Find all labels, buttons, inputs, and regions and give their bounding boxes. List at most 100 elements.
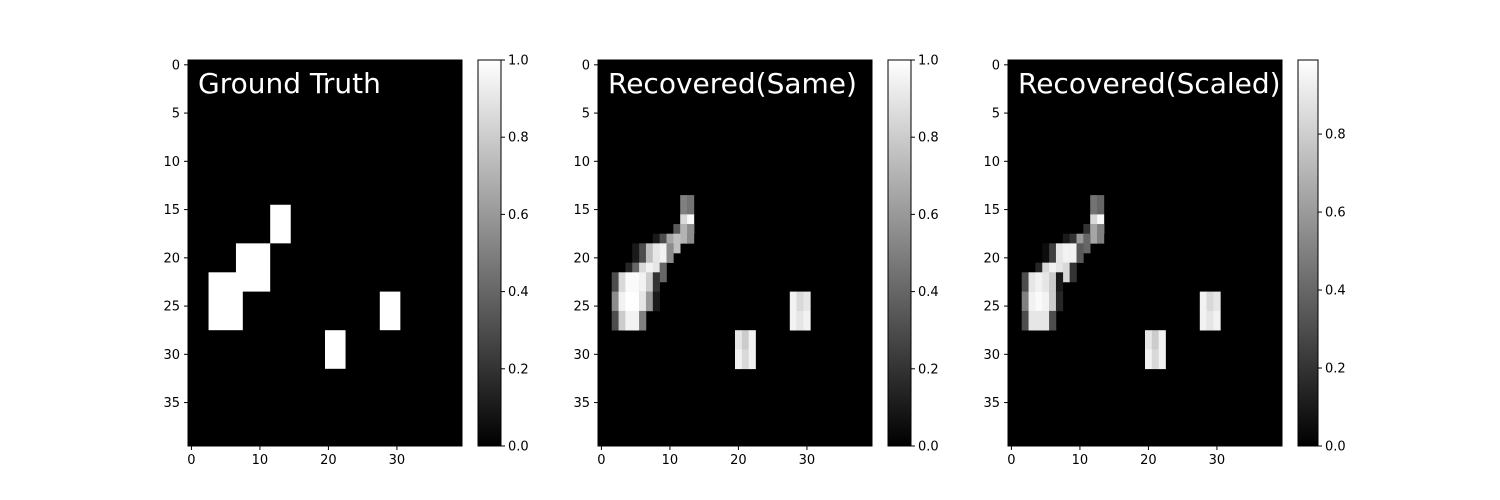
x-tick-label: 20 — [1140, 453, 1157, 468]
x-tick-label: 10 — [1072, 453, 1089, 468]
heatmap-cell — [632, 272, 640, 292]
y-tick-label: 10 — [983, 155, 1000, 170]
panel-title: Recovered(Same) — [608, 67, 857, 100]
heatmap-cell — [796, 291, 804, 312]
heatmap-cell — [639, 291, 647, 312]
colorbar-tick-label: 0.4 — [918, 285, 939, 300]
panel-title: Recovered(Scaled) — [1018, 67, 1281, 100]
heatmap-cell — [1199, 291, 1207, 312]
y-tick-label: 25 — [163, 300, 180, 315]
heatmap-cell — [652, 291, 660, 312]
heatmap-cell — [1090, 224, 1098, 244]
heatmap-cell — [625, 272, 633, 292]
colorbar-tick-label: 0.6 — [918, 208, 939, 223]
heatmap-cell — [1069, 262, 1077, 283]
heatmap-background — [188, 60, 462, 446]
heatmap-cell — [1035, 272, 1043, 292]
y-tick-label: 10 — [573, 155, 590, 170]
heatmap-cell — [639, 310, 647, 331]
y-tick-label: 20 — [163, 251, 180, 266]
colorbar-tick-label: 0.6 — [1325, 206, 1346, 221]
heatmap-cell — [639, 272, 647, 292]
colorbar-tick-label: 0.2 — [508, 362, 529, 377]
panel-2: 0 10 20 3005101520253035Recovered(Same)0.00… — [573, 54, 938, 469]
heatmap-cell — [625, 310, 633, 331]
heatmap-cell — [687, 195, 695, 215]
colorbar: 0.0 0.2 0.4 0.6 0.8 1.0 — [887, 54, 939, 455]
colorbar-tick-label: 0.0 — [1325, 440, 1346, 455]
heatmap-cell — [618, 272, 626, 292]
heatmap-cell — [796, 310, 804, 331]
y-tick-label: 20 — [573, 251, 590, 266]
heatmap-cell — [735, 349, 743, 370]
heatmap-cell — [1021, 310, 1029, 331]
colorbar: 0.0 0.2 0.4 0.6 0.8 1.0 — [477, 54, 529, 455]
panel-title: Ground Truth — [198, 67, 381, 100]
y-tick-label: 35 — [983, 396, 1000, 411]
colorbar-tick-label: 0.8 — [508, 131, 529, 146]
y-tick-label: 25 — [983, 300, 1000, 315]
x-tick-label: 10 — [662, 453, 679, 468]
heatmap-cell — [735, 330, 743, 350]
heatmap-cell — [1035, 310, 1043, 331]
heatmap-cell — [1083, 233, 1091, 254]
heatmap-cell — [1021, 291, 1029, 312]
heatmap-cell — [687, 224, 695, 244]
x-tick-label: 10 — [252, 453, 269, 468]
heatmap-cell — [803, 291, 811, 312]
heatmap-cell — [659, 262, 667, 283]
heatmap-cell — [1049, 243, 1057, 263]
x-tick-label: 30 — [799, 453, 816, 468]
heatmap-cell — [618, 291, 626, 312]
heatmap-cell — [1097, 195, 1105, 215]
y-tick-label: 5 — [992, 107, 1000, 122]
heatmap-cell — [1028, 272, 1036, 292]
heatmap-cell — [1097, 224, 1105, 244]
y-tick-label: 0 — [172, 58, 180, 73]
heatmap-cell — [1035, 291, 1043, 312]
heatmap-cell — [680, 224, 688, 244]
colorbar-tick-label: 0.6 — [508, 208, 529, 223]
heatmap-cell — [632, 243, 640, 263]
heatmap-cell — [1055, 272, 1064, 292]
heatmap-cell — [1145, 330, 1153, 350]
heatmap-cell — [1151, 330, 1159, 350]
heatmap-cell — [632, 310, 640, 331]
colorbar-tick-label: 0.4 — [1325, 284, 1346, 299]
colorbar-gradient — [477, 59, 502, 447]
y-tick-label: 30 — [163, 348, 180, 363]
colorbar-tick-label: 0.2 — [918, 362, 939, 377]
heatmap-cell — [645, 243, 654, 263]
heatmap-cell — [618, 310, 626, 331]
heatmap-cell — [1213, 291, 1221, 312]
colorbar-tick-label: 0.8 — [1325, 128, 1346, 143]
y-tick-label: 25 — [573, 300, 590, 315]
heatmap-cell — [1021, 272, 1029, 292]
colorbar-tick-label: 0.4 — [508, 285, 529, 300]
heatmap-cell — [1213, 310, 1221, 331]
heatmap-patch — [270, 204, 291, 244]
y-tick-label: 5 — [582, 107, 590, 122]
heatmap-cell — [652, 243, 660, 263]
heatmap-cell — [1158, 330, 1166, 350]
heatmap-cell — [789, 310, 797, 331]
heatmap-cell — [680, 195, 688, 215]
y-tick-label: 10 — [163, 155, 180, 170]
heatmap-cell — [1042, 272, 1050, 292]
colorbar-tick-label: 0.0 — [508, 440, 529, 455]
colorbar-gradient — [887, 59, 912, 447]
heatmap-cell — [803, 310, 811, 331]
panel-3: 0 10 20 30 0 5 10 15 20 25 30 35 Recovered(Scaled) 0.… — [983, 58, 1345, 468]
heatmap-cell — [748, 330, 756, 350]
heatmap-cell — [741, 349, 749, 370]
heatmap-cell — [659, 243, 667, 263]
heatmap-cell — [1199, 310, 1207, 331]
heatmap-cell — [1062, 243, 1070, 263]
heatmap-cell — [611, 291, 619, 312]
heatmap-patch — [379, 291, 401, 331]
heatmap-cell — [789, 291, 797, 312]
heatmap-cell — [1145, 349, 1153, 370]
heatmap-cell — [625, 291, 633, 312]
heatmap-cell — [741, 330, 749, 350]
